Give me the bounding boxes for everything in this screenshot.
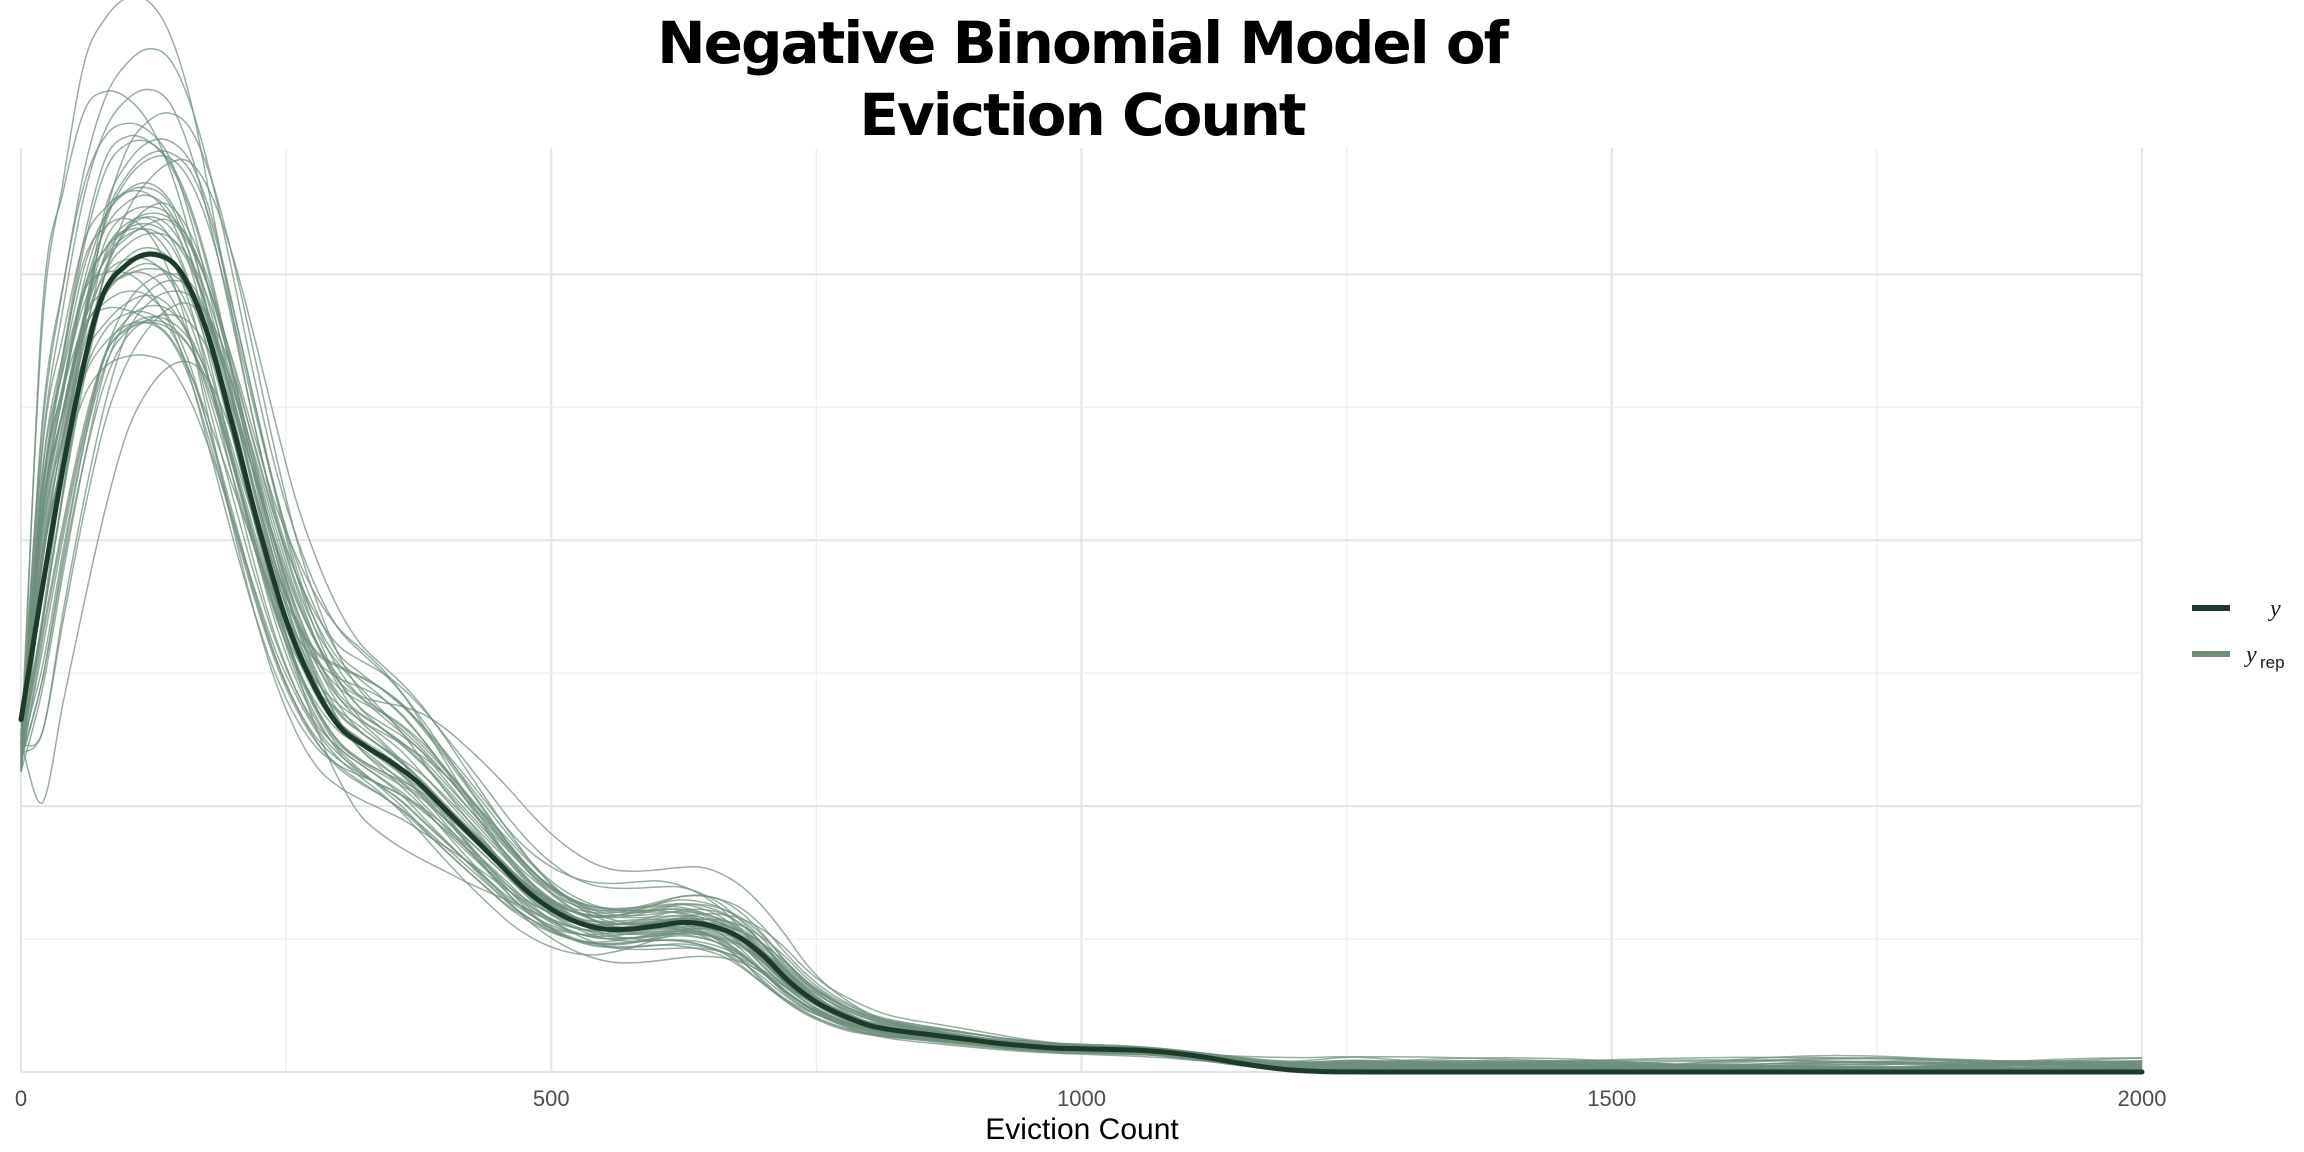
- legend-item-yrep: y rep: [2192, 642, 2285, 672]
- chart-title-line-2: Eviction Count: [859, 81, 1306, 149]
- chart-title: Negative Binomial Model of Eviction Coun…: [657, 9, 1512, 149]
- x-axis-tick-labels: 0 500 1000 1500 2000: [15, 1086, 2167, 1111]
- chart-title-line-1: Negative Binomial Model of: [657, 9, 1510, 77]
- legend-item-y: y: [2192, 596, 2281, 622]
- x-tick-label: 1000: [1057, 1086, 1106, 1111]
- legend: yy rep: [2192, 596, 2285, 672]
- legend-label-subscript: rep: [2260, 653, 2285, 672]
- x-axis-title: Eviction Count: [985, 1113, 1179, 1146]
- x-tick-label: 1500: [1587, 1086, 1636, 1111]
- y-density-line: [18, 251, 2145, 1075]
- x-tick-label: 500: [533, 1086, 570, 1111]
- x-tick-label: 2000: [2118, 1086, 2167, 1111]
- y-density-line: [18, 251, 2145, 1075]
- x-tick-label: 0: [15, 1086, 27, 1111]
- legend-label: y: [2244, 642, 2257, 668]
- legend-label: y: [2268, 596, 2281, 622]
